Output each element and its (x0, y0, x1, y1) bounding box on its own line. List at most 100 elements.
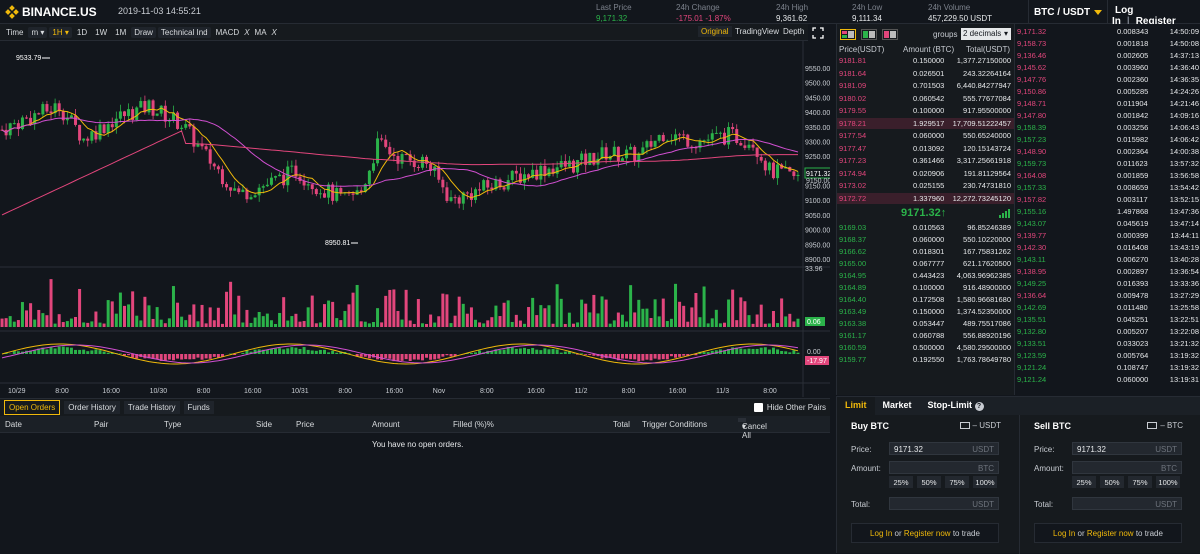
buy-login-button[interactable]: Log In or Register now to trade (851, 523, 999, 543)
interval-1d-button[interactable]: 1D (74, 27, 90, 38)
tab-open-orders[interactable]: Open Orders (4, 400, 60, 415)
macd-bar (331, 351, 334, 354)
macd-bar (743, 349, 746, 354)
book-both-icon[interactable] (840, 29, 856, 40)
book-asks-icon[interactable] (882, 29, 898, 40)
tab-stop-limit[interactable]: Stop-Limit ? (920, 397, 992, 415)
register-link[interactable]: Register now (904, 529, 951, 538)
tab-limit[interactable]: Limit (837, 397, 875, 415)
trade-amount: 0.002364 (1117, 147, 1148, 156)
to-trade-text: to trade (953, 529, 980, 538)
sell-pct-25-button[interactable]: 25% (1072, 476, 1096, 488)
tab-order-history[interactable]: Order History (64, 401, 120, 414)
candle-body (82, 139, 85, 141)
register-link[interactable]: Register now (1087, 529, 1134, 538)
col-pair[interactable]: Pair (94, 420, 108, 429)
remove-ma-icon[interactable]: X (272, 28, 277, 37)
login-link[interactable]: Log In (870, 529, 892, 538)
help-icon[interactable]: ? (975, 402, 984, 411)
buy-pct-50-button[interactable]: 50% (917, 476, 941, 488)
pair-selector[interactable]: BTC / USDT (1028, 0, 1108, 24)
buy-pct-75-button[interactable]: 75% (945, 476, 969, 488)
candle-body (556, 167, 559, 173)
sell-pct-100-button[interactable]: 100% (1156, 476, 1180, 488)
macd-bar (637, 354, 640, 361)
login-link[interactable]: Log In (1053, 529, 1075, 538)
volume-bar (523, 324, 526, 327)
col-type[interactable]: Type (164, 420, 181, 429)
interval-1w-button[interactable]: 1W (92, 27, 110, 38)
interval-1m-button[interactable]: 1M (112, 27, 129, 38)
macd-bar (241, 353, 244, 354)
remove-macd-icon[interactable]: X (244, 28, 249, 37)
decimals-dropdown[interactable]: 2 decimals▾ (961, 28, 1011, 40)
tab-funds[interactable]: Funds (184, 401, 214, 414)
time-tick-label: 16:00 (102, 388, 120, 395)
sell-pct-75-button[interactable]: 75% (1128, 476, 1152, 488)
tradingview-button[interactable]: TradingView (732, 26, 782, 37)
candle-body (515, 171, 518, 174)
tab-trade-history[interactable]: Trade History (124, 401, 180, 414)
original-view-button[interactable]: Original (698, 26, 732, 37)
buy-pct-100-button[interactable]: 100% (973, 476, 997, 488)
chevron-down-icon[interactable]: ▾ (742, 422, 746, 431)
fullscreen-icon[interactable] (812, 27, 824, 39)
sell-amount-input[interactable]: BTC (1072, 461, 1182, 474)
buy-pct-25-button[interactable]: 25% (889, 476, 913, 488)
buy-total-input[interactable]: USDT (889, 497, 999, 510)
minute-interval-dropdown[interactable]: m ▾ (28, 27, 47, 38)
sell-pct-50-button[interactable]: 50% (1100, 476, 1124, 488)
col-date[interactable]: Date (5, 420, 22, 429)
candle-body (213, 164, 216, 167)
sell-total-input[interactable]: USDT (1072, 497, 1182, 510)
hide-other-pairs[interactable]: Hide Other Pairs (754, 403, 826, 412)
trade-time: 13:21:32 (1170, 339, 1199, 348)
technical-indicators-button[interactable]: Technical Ind (158, 27, 211, 38)
candle-body (645, 141, 648, 147)
book-bids-icon[interactable] (861, 29, 877, 40)
candle-body (135, 107, 138, 119)
checkbox-icon[interactable] (754, 403, 763, 412)
buy-amount-input[interactable]: BTC (889, 461, 999, 474)
volume-bar (454, 316, 457, 327)
volume-bar (494, 306, 497, 327)
interval-1h-dropdown[interactable]: 1H ▾ (49, 27, 71, 38)
depth-button[interactable]: Depth (780, 26, 807, 37)
volume-bar (245, 310, 248, 327)
tab-market[interactable]: Market (875, 397, 920, 415)
volume-bar (772, 311, 775, 327)
trade-price: 9,159.73 (1017, 159, 1046, 168)
draw-button[interactable]: Draw (131, 27, 156, 38)
brand-logo[interactable]: BINANCE.US (6, 5, 97, 19)
cancel-all-button[interactable]: Cancel All▾ (738, 418, 746, 422)
sell-login-button[interactable]: Log In or Register now to trade (1034, 523, 1182, 543)
